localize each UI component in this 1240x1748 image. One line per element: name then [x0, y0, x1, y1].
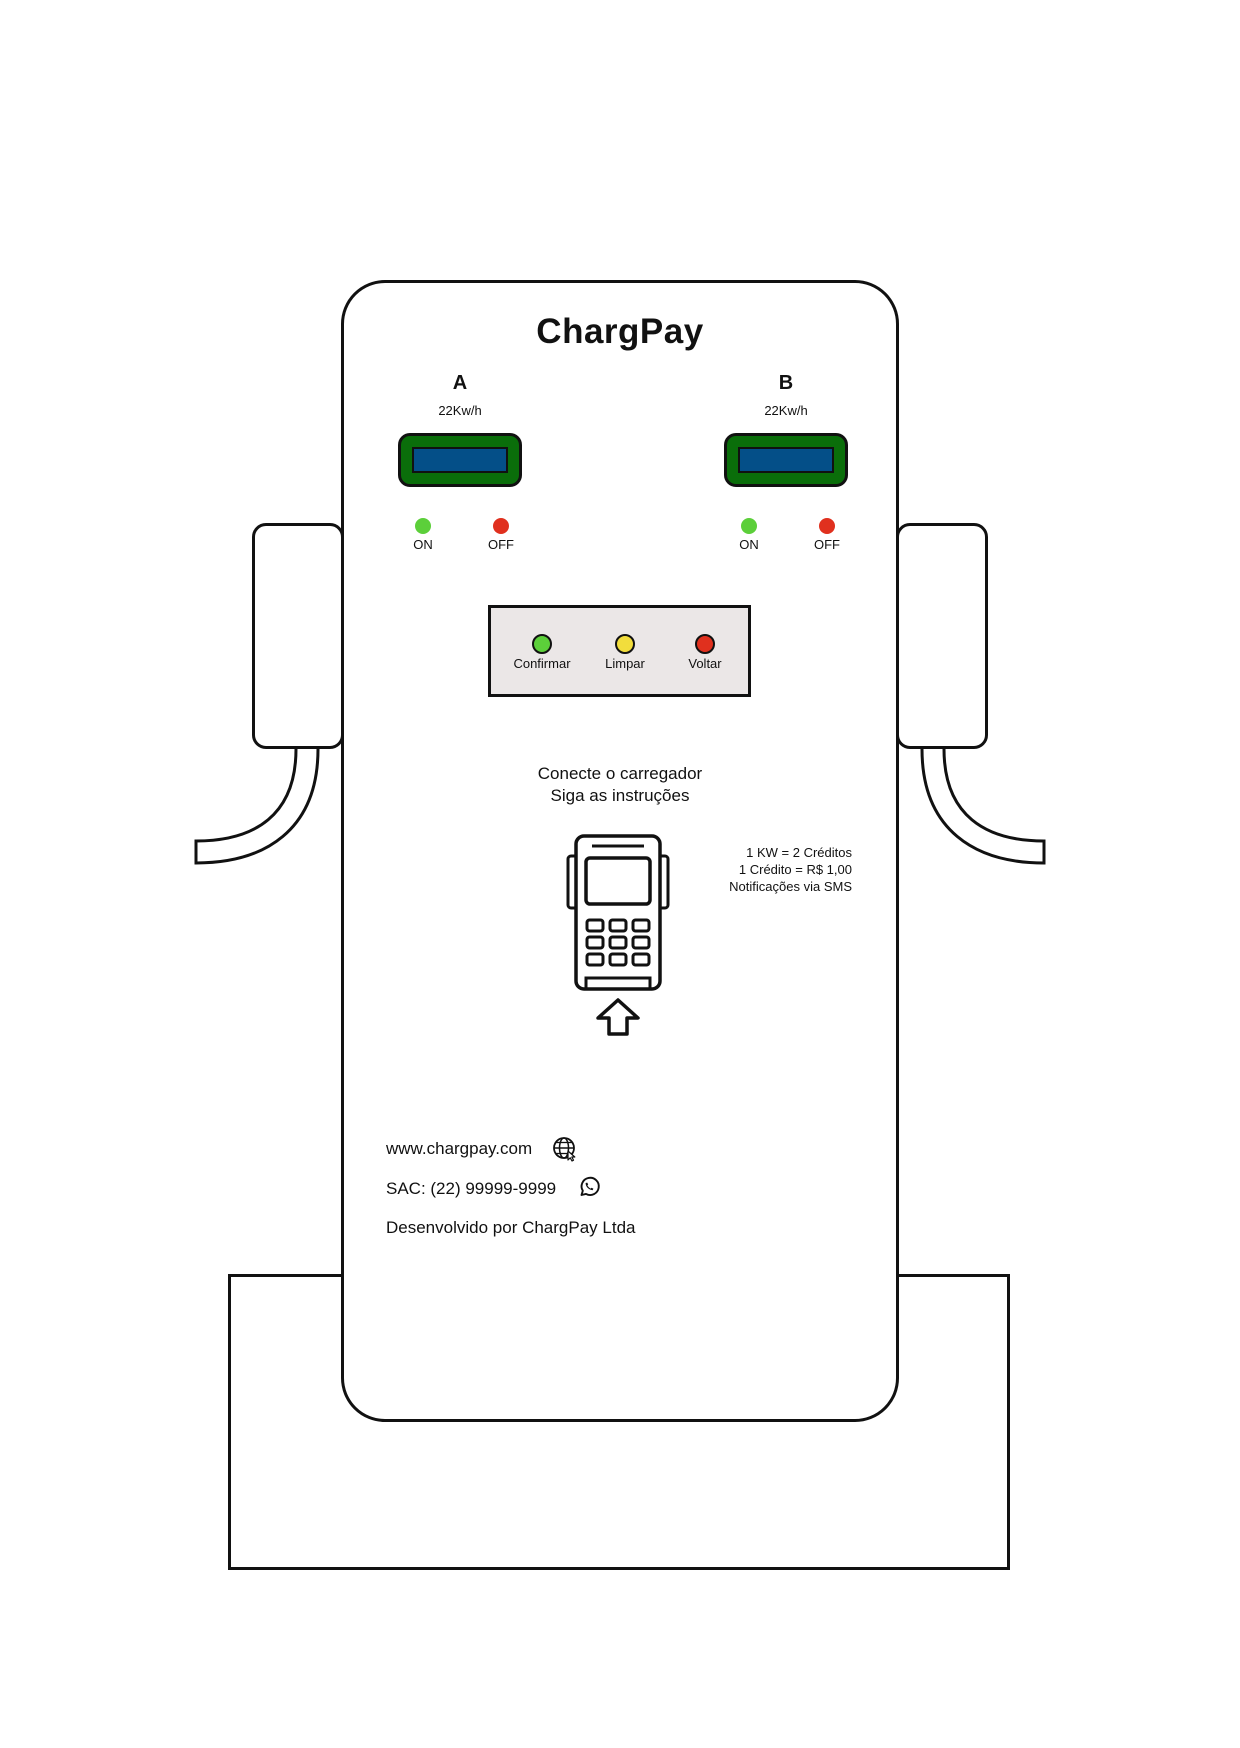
card-terminal-icon[interactable] — [566, 834, 670, 1040]
port-a-letter: A — [452, 372, 468, 394]
instruction-line-2: Siga as instruções — [550, 786, 690, 805]
clear-button[interactable] — [615, 634, 635, 654]
confirm-button[interactable] — [532, 634, 552, 654]
port-b-display — [724, 433, 848, 487]
port-a-on-label: ON — [413, 537, 433, 552]
sac-phone[interactable]: SAC: (22) 99999-9999 — [386, 1179, 557, 1198]
website-link[interactable]: www.chargpay.com — [386, 1139, 533, 1158]
left-connector-holster[interactable] — [252, 523, 344, 749]
tariff-line-1: 1 KW = 2 Créditos — [746, 845, 852, 860]
confirm-label: Confirmar — [513, 656, 571, 671]
port-b-off-led — [819, 518, 835, 534]
port-a-screen — [412, 447, 508, 473]
instruction-line-1: Conecte o carregador — [537, 764, 703, 783]
port-b-off-label: OFF — [814, 537, 840, 552]
back-label: Voltar — [688, 656, 722, 671]
tariff-line-3: Notificações via SMS — [729, 879, 852, 894]
port-a-off-label: OFF — [488, 537, 514, 552]
port-b-on-label: ON — [739, 537, 759, 552]
port-b-screen — [738, 447, 834, 473]
port-a-on-led — [415, 518, 431, 534]
port-a-off-led — [493, 518, 509, 534]
back-button[interactable] — [695, 634, 715, 654]
right-connector-holster[interactable] — [896, 523, 988, 749]
developer-credit: Desenvolvido por ChargPay Ltda — [386, 1218, 636, 1237]
port-b-on-led — [741, 518, 757, 534]
brand-title: ChargPay — [536, 312, 704, 351]
port-a-display — [398, 433, 522, 487]
port-b-power: 22Kw/h — [764, 403, 808, 418]
whatsapp-icon — [580, 1176, 600, 1196]
tariff-line-2: 1 Crédito = R$ 1,00 — [738, 862, 852, 877]
port-b-letter: B — [778, 372, 794, 394]
clear-label: Limpar — [605, 656, 645, 671]
globe-icon — [553, 1137, 576, 1162]
port-a-power: 22Kw/h — [438, 403, 482, 418]
